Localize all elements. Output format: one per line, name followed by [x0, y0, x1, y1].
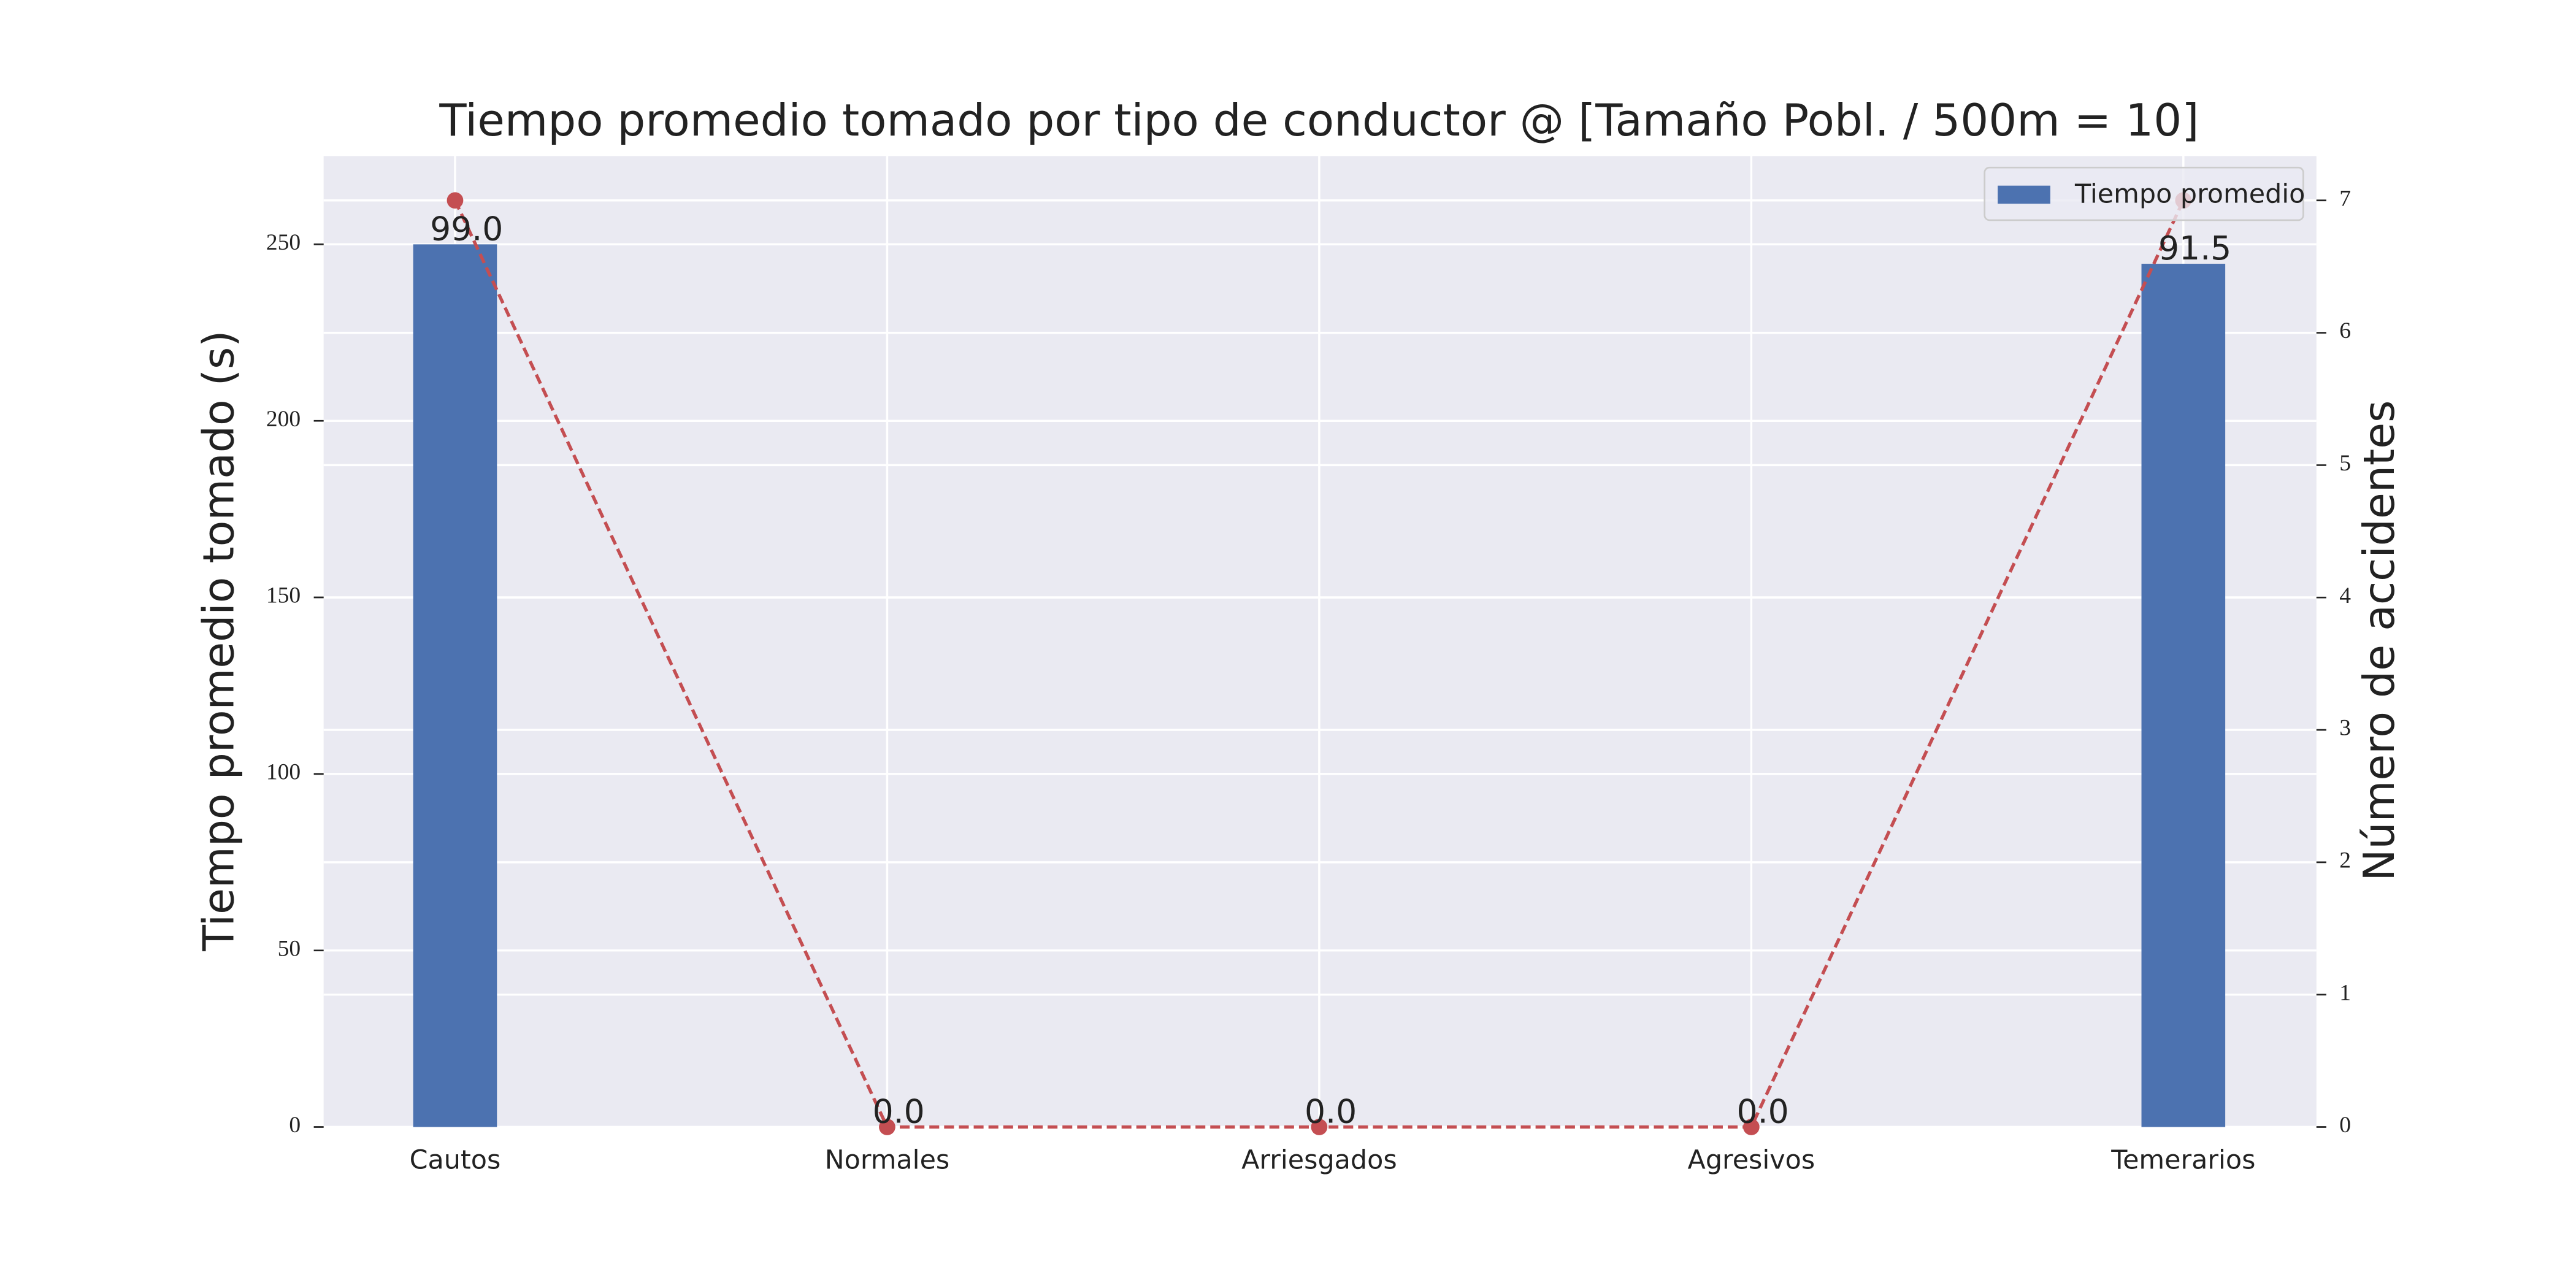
y-tick-label: 0: [289, 1113, 301, 1138]
line-point: [879, 1119, 895, 1135]
y-tick-label: 250: [266, 230, 301, 255]
y2-tick-label: 6: [2339, 318, 2351, 343]
y2-tick-label: 1: [2339, 980, 2351, 1005]
bar-annotation: 0.0: [1305, 1092, 1357, 1131]
legend-label: Tiempo promedio: [2074, 178, 2305, 209]
y-axis-label: Tiempo promedio tomado (s): [194, 331, 244, 952]
legend-box: [1984, 166, 2304, 221]
line-point: [1311, 1119, 1328, 1135]
y2-tick-label: 4: [2339, 583, 2351, 608]
y2-tick-label: 3: [2339, 716, 2351, 741]
bar: [413, 244, 497, 1127]
y2-tick-label: 0: [2339, 1113, 2351, 1138]
legend-swatch: [1998, 185, 2050, 204]
bar: [2141, 264, 2226, 1127]
chart-title: Tiempo promedio tomado por tipo de condu…: [439, 95, 2199, 147]
y2-tick-label: 7: [2339, 186, 2351, 211]
y-tick-label: 100: [266, 759, 301, 784]
y2-tick-label: 5: [2339, 451, 2351, 476]
x-tick-label: Temerarios: [2110, 1144, 2255, 1175]
x-tick-label: Arriesgados: [1241, 1144, 1397, 1175]
bar-annotation: 0.0: [873, 1092, 925, 1131]
y2-tick-label: 2: [2339, 848, 2351, 873]
x-tick-label: Cautos: [410, 1144, 501, 1175]
y-tick-label: 150: [266, 583, 301, 608]
bar-annotation: 99.0: [430, 210, 503, 248]
line-point: [1742, 1119, 1760, 1135]
x-tick-label: Normales: [825, 1144, 950, 1175]
marks: [413, 192, 2226, 1135]
y-tick-label: 200: [266, 407, 301, 432]
y-tick-label: 50: [278, 936, 301, 961]
bar-annotation: 91.5: [2158, 229, 2231, 267]
bar-annotation: 0.0: [1737, 1092, 1789, 1131]
x-tick-label: Agresivos: [1688, 1144, 1815, 1175]
y2-axis-label: Número de accidentes: [2355, 401, 2404, 881]
line-point: [447, 192, 464, 209]
